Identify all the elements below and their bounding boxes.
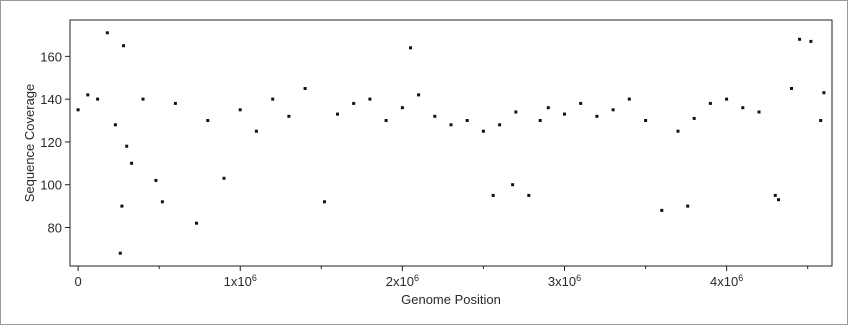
data-point xyxy=(527,193,531,197)
data-point xyxy=(120,204,124,208)
data-point xyxy=(777,198,780,202)
data-point xyxy=(809,39,813,43)
y-tick-label: 120 xyxy=(40,135,62,150)
data-point xyxy=(498,123,502,127)
data-point xyxy=(154,178,158,182)
data-point xyxy=(417,93,421,97)
data-point xyxy=(96,97,100,101)
y-axis-title: Sequence Coverage xyxy=(22,84,37,203)
data-point xyxy=(538,119,542,122)
data-point xyxy=(323,200,326,204)
data-point xyxy=(819,119,823,122)
data-point xyxy=(725,97,729,101)
data-point xyxy=(491,193,495,197)
x-tick-label: 0 xyxy=(74,274,81,289)
data-point xyxy=(173,101,177,105)
data-point xyxy=(798,37,802,41)
x-tick-label: 3x106 xyxy=(548,273,581,289)
data-point xyxy=(563,112,566,116)
data-point xyxy=(368,97,372,101)
data-point xyxy=(352,101,356,105)
data-point xyxy=(160,200,164,204)
data-point xyxy=(449,123,453,127)
data-point xyxy=(254,129,258,133)
x-axis-title: Genome Position xyxy=(401,292,501,307)
x-tick-label: 2x106 xyxy=(386,273,419,289)
y-tick-label: 160 xyxy=(40,49,62,64)
data-point xyxy=(122,44,125,48)
plot-area-border xyxy=(69,19,833,267)
data-point xyxy=(644,119,648,122)
y-tick-label: 140 xyxy=(40,92,62,107)
data-point xyxy=(86,93,90,97)
data-point xyxy=(303,87,307,90)
data-point xyxy=(130,161,134,165)
data-points xyxy=(76,31,826,255)
data-point xyxy=(773,193,777,197)
data-point xyxy=(118,251,122,255)
data-point xyxy=(141,97,145,101)
data-point xyxy=(481,129,485,133)
x-axis-ticks: 0 1x106 2x106 3x106 4x106 xyxy=(74,266,809,289)
data-point xyxy=(105,31,109,35)
data-point xyxy=(336,112,339,116)
data-point xyxy=(822,91,826,95)
data-point xyxy=(76,108,80,112)
y-tick-label: 80 xyxy=(48,220,62,235)
data-point xyxy=(195,221,198,225)
data-point xyxy=(125,144,129,148)
data-point xyxy=(790,87,793,90)
data-point xyxy=(692,116,696,120)
data-point xyxy=(595,114,599,118)
y-tick-label: 100 xyxy=(40,178,62,193)
data-point xyxy=(271,97,275,101)
data-point xyxy=(113,123,117,127)
data-point xyxy=(206,119,210,122)
x-tick-label: 4x106 xyxy=(710,273,743,289)
data-point xyxy=(708,101,712,105)
data-point xyxy=(400,106,404,110)
data-point xyxy=(660,208,664,212)
data-point xyxy=(238,108,242,112)
data-point xyxy=(511,183,515,187)
data-point xyxy=(465,119,469,122)
data-point xyxy=(546,106,550,110)
data-point xyxy=(611,108,615,112)
x-tick-label: 1x106 xyxy=(224,273,257,289)
data-point xyxy=(676,129,680,133)
y-axis-ticks: 80 100 120 140 160 xyxy=(40,49,70,235)
data-point xyxy=(579,101,583,105)
data-point xyxy=(409,46,412,50)
data-point xyxy=(741,106,745,110)
data-point xyxy=(433,114,437,118)
data-point xyxy=(384,119,388,122)
data-point xyxy=(686,204,690,208)
data-point xyxy=(222,176,226,180)
data-point xyxy=(514,110,518,114)
data-point xyxy=(287,114,291,118)
data-point xyxy=(627,97,631,101)
data-point xyxy=(757,110,761,114)
